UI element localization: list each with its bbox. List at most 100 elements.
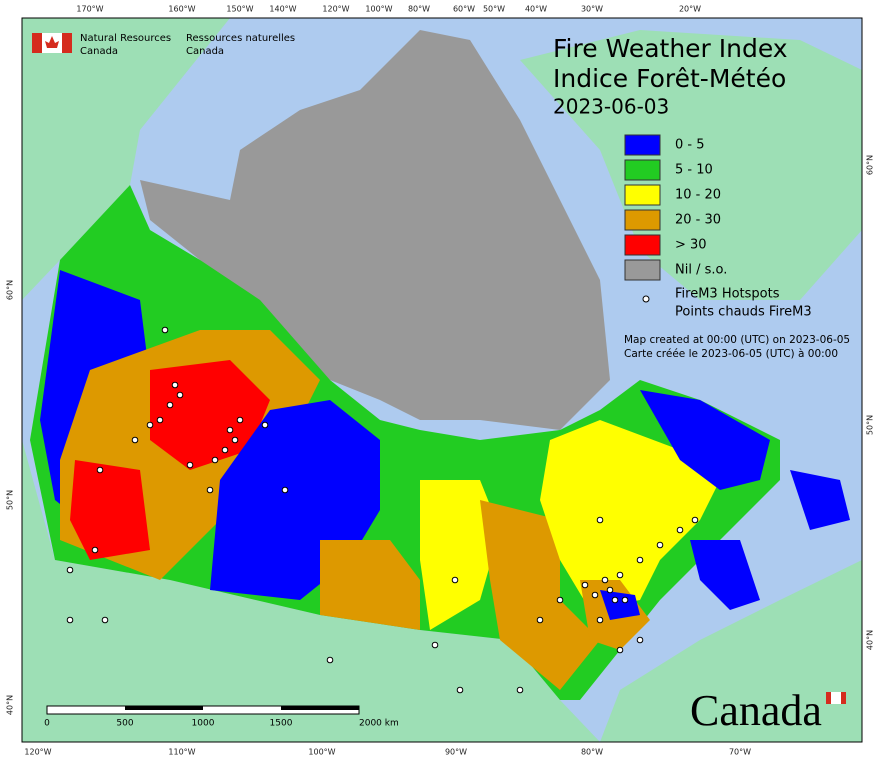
lat-label: 40°N	[6, 695, 15, 715]
hotspot	[616, 646, 624, 654]
hotspot	[536, 616, 544, 624]
scale-label: 500	[116, 719, 133, 729]
legend-label: 10 - 20	[675, 188, 721, 203]
lon-label: 80°W	[408, 5, 430, 14]
hotspot	[611, 596, 619, 604]
lon-label: 30°W	[581, 5, 603, 14]
hotspot	[601, 576, 609, 584]
lon-label: 160°W	[168, 5, 195, 14]
scale-label: 2000 km	[359, 719, 399, 729]
note: Carte créée le 2023-06-05 (UTC) à 00:00	[624, 348, 838, 360]
zone-blue-ns	[690, 540, 760, 610]
hotspot	[236, 416, 244, 424]
hotspot	[616, 571, 624, 579]
legend-label: > 30	[675, 238, 707, 253]
hotspot	[636, 636, 644, 644]
title: Fire Weather Index	[553, 34, 788, 63]
arctic-nil	[140, 30, 610, 430]
hotspot	[176, 391, 184, 399]
lon-label: 100°W	[308, 748, 335, 757]
hotspot	[171, 381, 179, 389]
legend-swatch	[624, 234, 661, 256]
hotspot	[676, 526, 684, 534]
alaska	[22, 18, 230, 300]
legend-label: 20 - 30	[675, 213, 721, 228]
hotspot	[101, 616, 109, 624]
lon-label: 140°W	[269, 5, 296, 14]
lon-label: 170°W	[76, 5, 103, 14]
hotspot	[431, 641, 439, 649]
hotspot	[206, 486, 214, 494]
zone-blue-qc	[600, 590, 640, 620]
zone-yellow-on	[420, 480, 500, 630]
hotspot	[591, 591, 599, 599]
lon-label: 80°W	[581, 748, 603, 757]
date: 2023-06-03	[553, 95, 669, 119]
scale-label: 0	[44, 719, 50, 729]
hotspot	[691, 516, 699, 524]
lon-label: 50°W	[483, 5, 505, 14]
hotspot	[96, 466, 104, 474]
zone-orange-mb	[320, 540, 420, 630]
hotspot	[146, 421, 154, 429]
agency-fr: Canada	[186, 46, 224, 57]
lon-label: 70°W	[729, 748, 751, 757]
legend-swatch	[624, 134, 661, 156]
scale-bar-seg	[281, 706, 359, 710]
hotspot	[636, 556, 644, 564]
map-frame	[21, 17, 863, 743]
wordmark-flag-center	[831, 692, 841, 704]
scale-labels: 0 500 1000 1500 2000 km	[44, 719, 399, 729]
hotspot	[261, 421, 269, 429]
lon-label: 110°W	[168, 748, 195, 757]
lon-label: 100°W	[365, 5, 392, 14]
wordmark: Canada	[690, 686, 822, 735]
zone-red-bc	[70, 460, 150, 560]
zone-yellow-qc	[540, 420, 720, 610]
hotspot	[581, 581, 589, 589]
legend: 0 - 5 5 - 10 10 - 20 20 - 30 > 30 Nil / s.o.	[624, 134, 727, 281]
hotspot	[656, 541, 664, 549]
hotspot	[131, 436, 139, 444]
hotspot	[66, 616, 74, 624]
lat-label: 50°N	[6, 490, 15, 510]
scale-label: 1500	[270, 719, 293, 729]
usa-east	[600, 560, 862, 742]
agency-en: Natural Resources	[80, 33, 171, 44]
legend-swatch	[624, 159, 661, 181]
hotspot-symbol	[642, 295, 650, 303]
legend-label: Nil / s.o.	[675, 263, 727, 278]
zone-blue-nl	[790, 470, 850, 530]
zone-red-ab	[150, 360, 270, 470]
agency-fr: Ressources naturelles	[186, 33, 295, 44]
lon-label: 120°W	[24, 748, 51, 757]
hotspot	[211, 456, 219, 464]
scale-bar-seg	[125, 706, 203, 710]
lon-label: 150°W	[226, 5, 253, 14]
maple-leaf	[45, 36, 59, 48]
hotspot	[186, 461, 194, 469]
hotspot	[596, 616, 604, 624]
legend-swatch	[624, 184, 661, 206]
lon-label: 90°W	[445, 748, 467, 757]
hotspot	[621, 596, 629, 604]
hotspot	[516, 686, 524, 694]
note: Map created at 00:00 (UTC) on 2023-06-05	[624, 334, 850, 346]
lat-label: 60°N	[866, 155, 875, 175]
lat-label: 50°N	[866, 415, 875, 435]
graticule-labels: 170°W 160°W 150°W 140°W 120°W 100°W 80°W 60°W 50…	[6, 5, 875, 757]
legend-swatch	[624, 209, 661, 231]
flag-bar	[62, 33, 72, 53]
usa	[22, 440, 600, 742]
lon-label: 40°W	[525, 5, 547, 14]
hotspot	[456, 686, 464, 694]
zone-blue-lab	[640, 390, 770, 490]
agency-en: Canada	[80, 46, 118, 57]
legend-swatch	[624, 259, 661, 281]
hotspot	[606, 586, 614, 594]
hotspot	[156, 416, 164, 424]
hotspot	[231, 436, 239, 444]
hotspot	[166, 401, 174, 409]
lat-label: 40°N	[866, 630, 875, 650]
